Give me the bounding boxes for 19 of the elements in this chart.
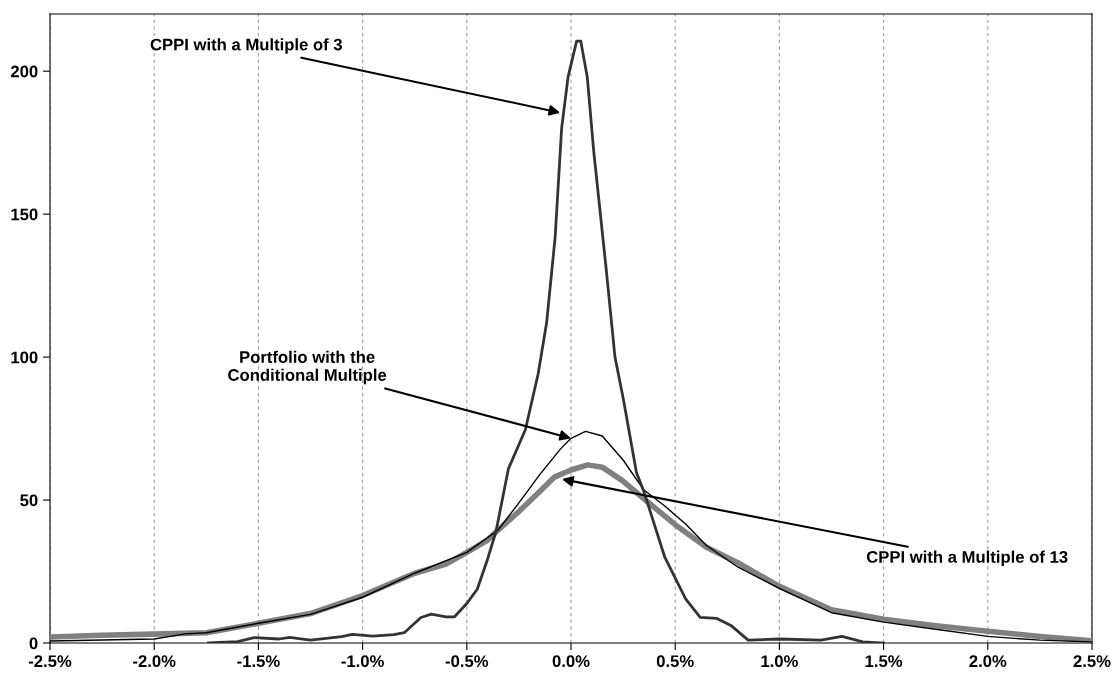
x-tick-label: -2.0% [133, 655, 176, 668]
annotation: CPPI with a Multiple of 3 [150, 38, 342, 54]
x-tick-label: -0.5% [445, 655, 489, 668]
y-tick-label: 100 [11, 351, 38, 364]
y-tick-label: 50 [20, 494, 38, 507]
annotation: Portfolio with the Conditional Multiple [228, 350, 387, 385]
x-tick-label: 2.5% [1073, 655, 1111, 668]
y-tick-label: 200 [10, 65, 38, 78]
x-tick-label: -1.0% [341, 655, 384, 668]
x-tick-label: -2.5% [28, 655, 72, 668]
x-tick-label: 2.0% [969, 655, 1007, 668]
y-tick-label: 150 [11, 208, 38, 221]
x-tick-label: 1.0% [761, 655, 798, 668]
x-tick-label: 1.5% [865, 655, 903, 668]
annotation: CPPI with a Multiple of 13 [866, 550, 1068, 567]
x-tick-label: -1.5% [237, 655, 280, 668]
y-tick-label: 0 [29, 637, 38, 650]
x-tick-label: 0.5% [656, 655, 694, 668]
x-tick-label: 0.0% [552, 655, 590, 668]
